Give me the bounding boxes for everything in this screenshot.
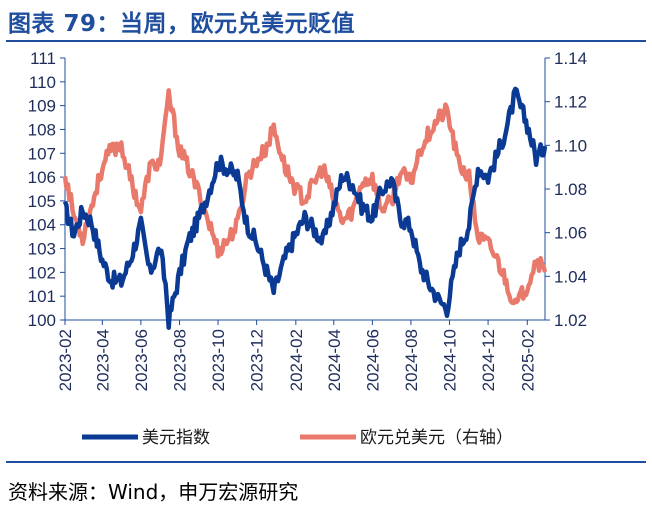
legend-label-1: 欧元兑美元（右轴） [360,428,513,448]
left-tick-label: 108 [28,120,56,139]
left-tick-label: 102 [28,263,56,282]
chart-title: 图表 79：当周，欧元兑美元贬值 [8,11,356,37]
left-tick-label: 106 [28,168,56,187]
series-line-1 [62,88,548,306]
left-tick-label: 107 [28,144,56,163]
right-tick-label: 1.10 [554,136,587,155]
left-tick-label: 103 [28,240,56,259]
left-tick-label: 111 [30,49,56,68]
left-tick-label: 104 [28,216,56,235]
right-tick-label: 1.06 [554,224,587,243]
left-tick-label: 100 [28,311,56,330]
x-tick-label: 2023-02 [56,329,75,391]
left-axis: 100 101 102 103 104 105 106 107 108 109 110 111 [28,49,66,330]
x-tick-label: 2024-04 [325,329,344,391]
x-tick-label: 2023-10 [209,329,228,391]
x-tick-label: 2024-10 [441,329,460,391]
legend: 美元指数 欧元兑美元（右轴） [82,428,513,448]
right-axis: 1.02 1.04 1.06 1.08 1.10 1.12 1.14 [544,49,587,330]
left-tick-label: 109 [28,97,56,116]
x-tick-label: 2024-08 [402,329,421,391]
source-note: 资料来源：Wind，申万宏源研究 [8,480,299,504]
series-line-0 [62,86,548,330]
line-chart: 100 101 102 103 104 105 106 107 108 109 110 111 1.0… [28,49,587,448]
right-tick-label: 1.04 [554,267,587,286]
x-tick-label: 2025-02 [518,329,537,391]
left-tick-label: 105 [28,192,56,211]
legend-label-0: 美元指数 [142,428,210,448]
title-rule [6,40,646,42]
source-rule [6,461,646,463]
x-tick-label: 2024-06 [363,329,382,391]
left-tick-label: 110 [29,73,56,92]
right-tick-label: 1.08 [554,180,587,199]
x-tick-label: 2023-04 [93,329,112,391]
x-tick-label: 2023-06 [132,329,151,391]
series-layer [62,86,548,330]
x-tick-label: 2024-12 [479,329,498,391]
left-tick-label: 101 [28,287,56,306]
x-axis: 2023-02 2023-04 2023-06 2023-08 2023-10 2023-… [56,319,545,391]
right-tick-label: 1.12 [554,93,587,112]
x-tick-label: 2023-12 [248,329,267,391]
x-tick-label: 2023-08 [170,329,189,391]
x-tick-label: 2024-02 [287,329,306,391]
right-tick-label: 1.14 [554,49,587,68]
right-tick-label: 1.02 [554,311,587,330]
